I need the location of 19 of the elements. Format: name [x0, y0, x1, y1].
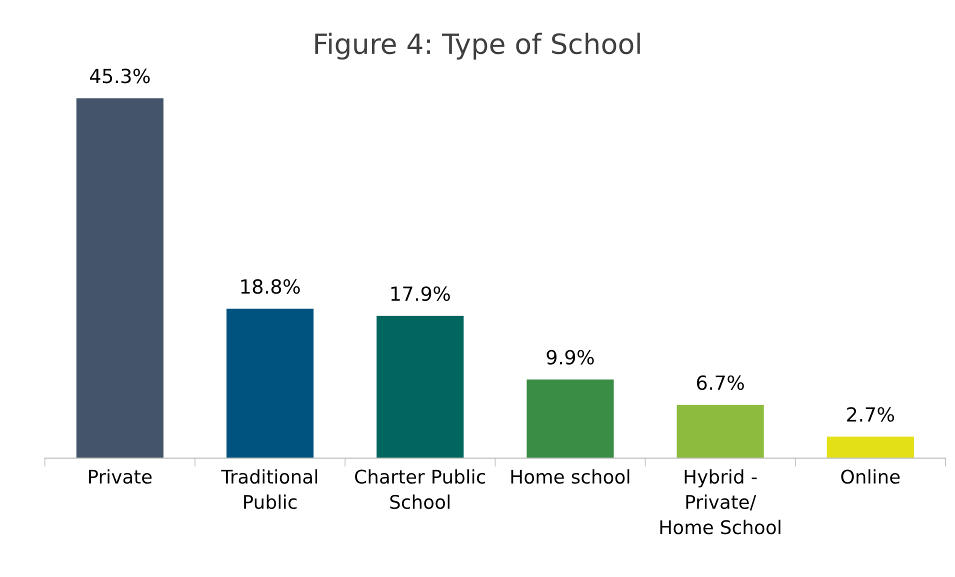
- bar: [826, 436, 914, 458]
- bar: [226, 308, 314, 458]
- x-tick-label: Charter Public School: [355, 469, 486, 510]
- x-tick-label: Traditional Public: [221, 469, 318, 510]
- data-label: 17.9%: [391, 286, 450, 302]
- bar: [526, 379, 614, 458]
- data-label: 45.3%: [90, 68, 150, 84]
- data-label: 18.8%: [241, 279, 300, 294]
- x-tick-label: Online: [841, 469, 900, 484]
- bar: [676, 404, 764, 458]
- data-label: 2.7%: [847, 407, 894, 422]
- x-tick-label: Private: [89, 469, 152, 484]
- data-label: 6.7%: [696, 375, 744, 390]
- data-label: 9.9%: [546, 350, 594, 365]
- chart-title: Figure 4: Type of School: [315, 32, 640, 60]
- x-tick-label: Home school: [511, 469, 630, 484]
- x-tick-label: Hybrid - Private/ Home School: [660, 469, 780, 534]
- bar: [376, 316, 464, 458]
- bar: [76, 98, 164, 458]
